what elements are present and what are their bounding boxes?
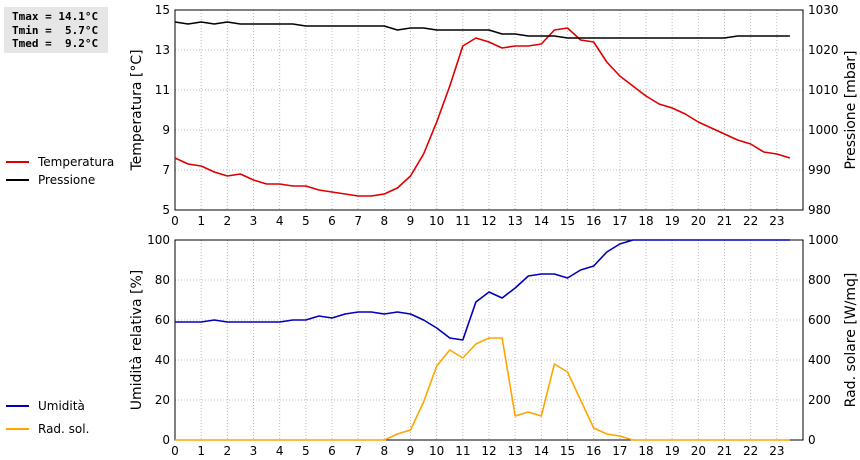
stat-tmin: Tmin = 5.7°C [12, 23, 99, 37]
y-tick-label-left: 60 [155, 313, 170, 327]
y-tick-label-left: 13 [155, 43, 170, 57]
x-tick-label: 4 [276, 214, 284, 228]
legend-label: Temperatura [37, 155, 114, 169]
x-tick-label: 8 [381, 444, 389, 458]
legend-label: Umidità [38, 399, 85, 413]
x-tick-label: 2 [224, 444, 232, 458]
x-tick-label: 14 [534, 214, 549, 228]
x-tick-label: 21 [717, 444, 732, 458]
x-tick-label: 9 [407, 444, 415, 458]
y-tick-label-left: 20 [155, 393, 170, 407]
y-tick-label-right: 0 [808, 433, 816, 447]
plot-frame [174, 9, 804, 211]
legend-entry-1: Temperatura [6, 155, 114, 169]
series-line-rad-sol [175, 337, 790, 441]
x-tick-label: 20 [691, 214, 706, 228]
x-tick-label: 22 [743, 444, 758, 458]
chart-panel-1: 0 1 2 3 4 5 6 7 8 9 10 11 12 13 14 15 16 17 18 19 20 21 22 235 9… [6, 3, 859, 228]
y-tick-label-right: 200 [808, 393, 831, 407]
x-tick-label: 1 [197, 214, 205, 228]
y-tick-label-left: 11 [155, 83, 170, 97]
stats-box: Tmax = 14.1°C Tmin = 5.7°C Tmed = 9.2°C [4, 7, 108, 53]
y-tick-label-left: 9 [162, 123, 170, 137]
legend-label: Rad. sol. [38, 422, 89, 436]
legend-entry-2: Rad. sol. [6, 422, 89, 436]
x-tick-label: 3 [250, 214, 258, 228]
legend-entry-1: Umidità [6, 399, 85, 413]
x-tick-label: 16 [586, 214, 601, 228]
stat-tmax: Tmax = 14.1°C [12, 10, 99, 23]
y-tick-label-right: 980 [808, 203, 831, 217]
x-tick-label: 0 [171, 444, 179, 458]
y-tick-label-left: 80 [155, 273, 170, 287]
x-tick-label: 17 [612, 444, 627, 458]
y-tick-label-left: 40 [155, 353, 170, 367]
plot-frame [174, 239, 804, 441]
x-tick-label: 22 [743, 214, 758, 228]
y-axis-label-right: Rad. solare [W/mq] [843, 273, 859, 408]
x-tick-label: 20 [691, 444, 706, 458]
x-tick-label: 1 [197, 444, 205, 458]
x-tick-label: 9 [407, 214, 415, 228]
x-tick-label: 21 [717, 214, 732, 228]
x-tick-label: 2 [224, 214, 232, 228]
y-tick-label-right: 400 [808, 353, 831, 367]
x-tick-label: 4 [276, 444, 284, 458]
y-tick-label-left: 0 [162, 433, 170, 447]
legend-label: Pressione [38, 173, 95, 187]
x-tick-label: 13 [508, 444, 523, 458]
y-tick-label-right: 1020 [808, 43, 839, 57]
y-axis-label-left: Umidità relativa [%] [129, 270, 145, 411]
x-tick-label: 16 [586, 444, 601, 458]
x-tick-label: 6 [328, 444, 336, 458]
y-tick-label-right: 600 [808, 313, 831, 327]
x-tick-label: 10 [429, 444, 444, 458]
x-tick-label: 18 [638, 214, 653, 228]
x-tick-label: 23 [769, 214, 784, 228]
series-line-pressione [174, 21, 790, 39]
y-tick-label-right: 800 [808, 273, 831, 287]
y-tick-label-left: 100 [147, 233, 170, 247]
x-tick-label: 19 [665, 214, 680, 228]
x-tick-label: 0 [171, 214, 179, 228]
y-tick-label-right: 1000 [808, 233, 839, 247]
y-tick-label-right: 1000 [808, 123, 839, 137]
y-tick-label-right: 1010 [808, 83, 839, 97]
x-tick-label: 5 [302, 444, 310, 458]
x-tick-label: 18 [638, 444, 653, 458]
y-tick-label-left: 5 [162, 203, 170, 217]
x-tick-label: 7 [354, 214, 362, 228]
x-tick-label: 11 [455, 214, 470, 228]
x-tick-label: 6 [328, 214, 336, 228]
x-tick-label: 7 [354, 444, 362, 458]
legend-entry-2: Pressione [6, 173, 95, 187]
x-tick-label: 3 [250, 444, 258, 458]
x-tick-label: 12 [481, 214, 496, 228]
x-tick-label: 17 [612, 214, 627, 228]
x-tick-label: 14 [534, 444, 549, 458]
x-tick-label: 12 [481, 444, 496, 458]
series-line-umidit [175, 239, 790, 341]
y-tick-label-left: 15 [155, 3, 170, 17]
y-tick-label-left: 7 [162, 163, 170, 177]
y-axis-label-right: Pressione [mbar] [843, 50, 859, 169]
y-tick-label-right: 1030 [808, 3, 839, 17]
y-tick-label-right: 990 [808, 163, 831, 177]
x-tick-label: 11 [455, 444, 470, 458]
x-tick-label: 15 [560, 214, 575, 228]
x-tick-label: 23 [769, 444, 784, 458]
x-tick-label: 5 [302, 214, 310, 228]
x-tick-label: 19 [665, 444, 680, 458]
y-axis-label-left: Temperatura [°C] [129, 49, 145, 171]
x-tick-label: 8 [381, 214, 389, 228]
x-tick-label: 15 [560, 444, 575, 458]
x-tick-label: 13 [508, 214, 523, 228]
stat-tmed: Tmed = 9.2°C [12, 37, 99, 50]
x-tick-label: 10 [429, 214, 444, 228]
series-line-temperatura [174, 27, 791, 197]
chart-panel-2: 0 1 2 3 4 5 6 7 8 9 10 11 12 13 14 15 16 17 18 19 20 21 22 230 0… [6, 233, 859, 458]
